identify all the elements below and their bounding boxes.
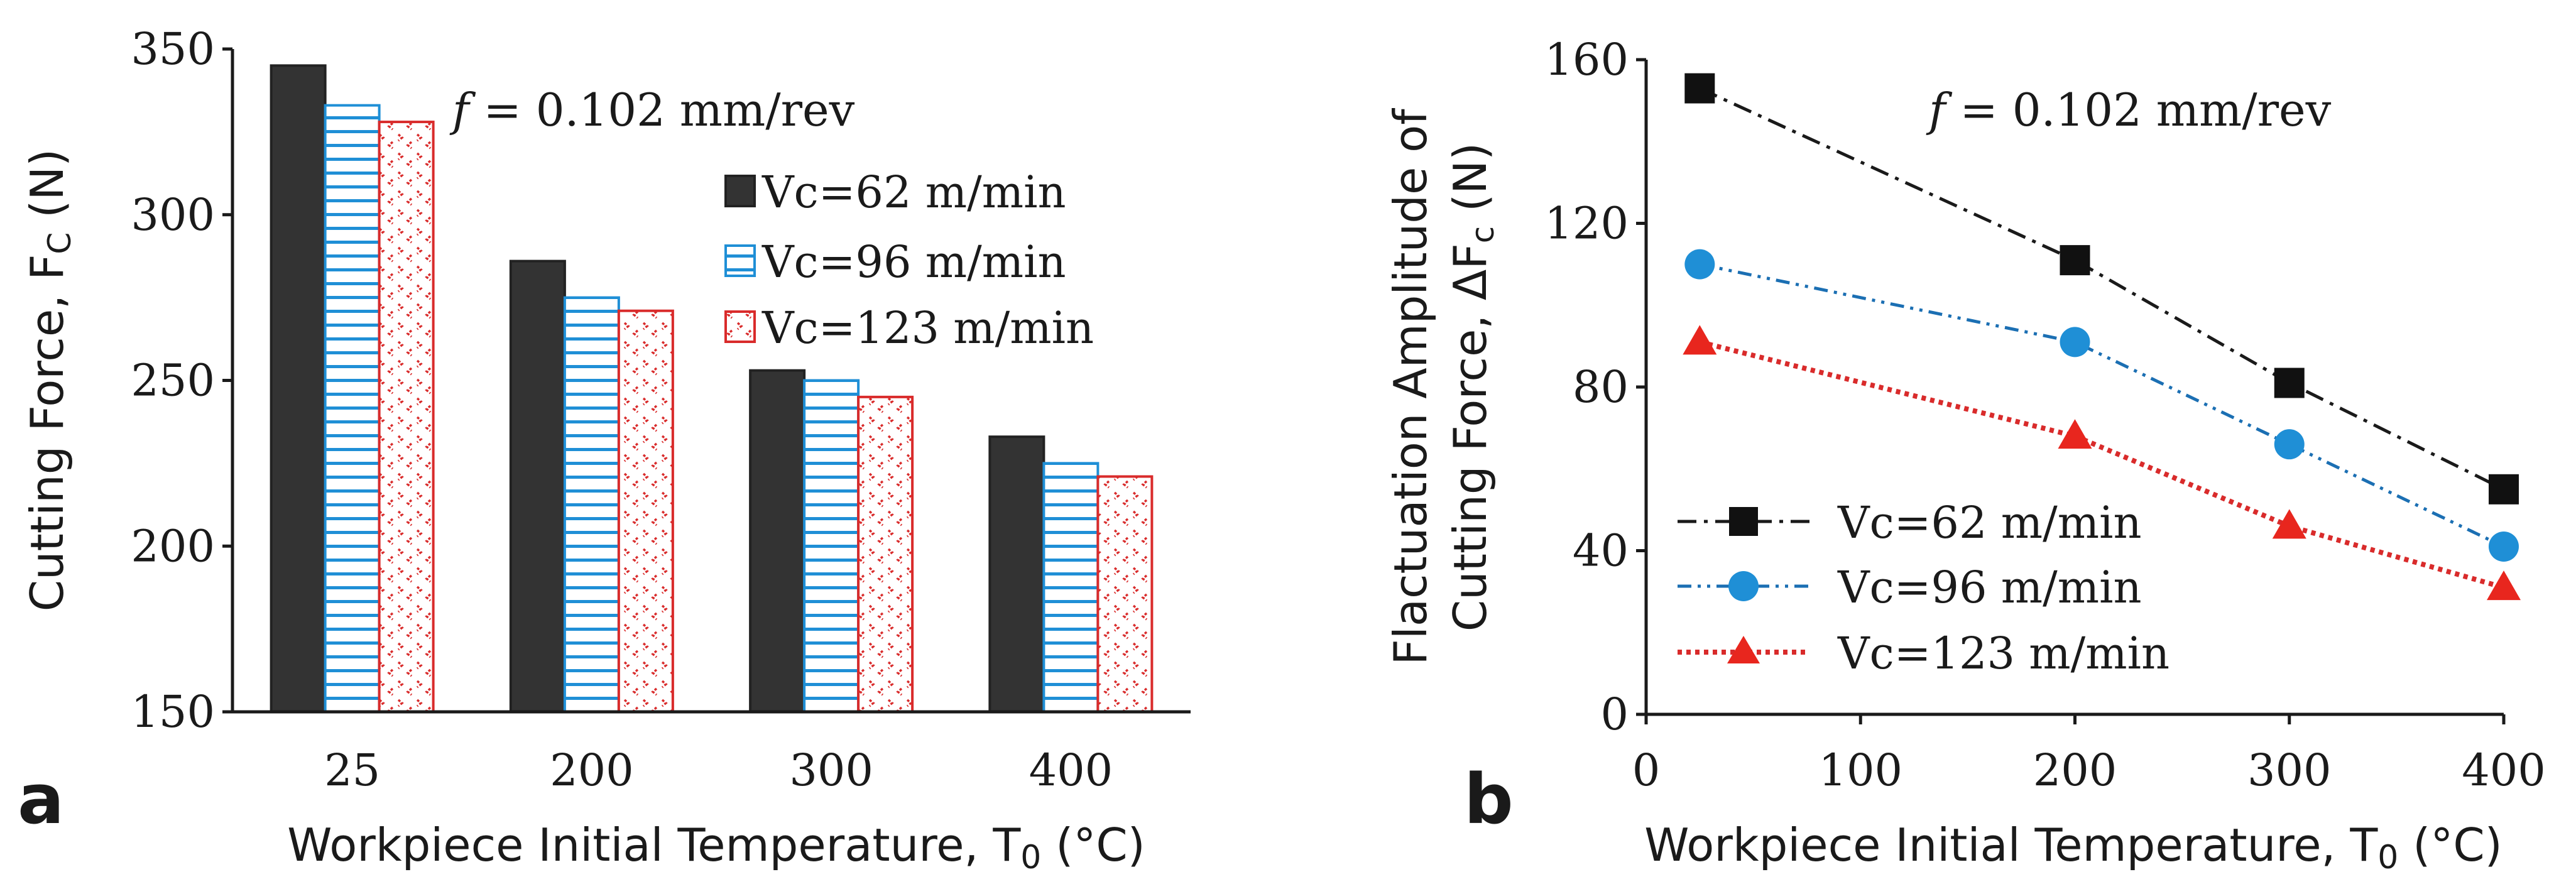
chart-b-y-axis-label-line2: Cutting Force, ΔFc (N) [1444, 143, 1501, 631]
chart-a-ylabel-text: Cutting Force, F [21, 254, 74, 612]
legend-b-triangle-icon [1727, 636, 1760, 663]
chart-b-x-tick-label: 200 [2033, 744, 2117, 796]
legend-a-item-vc62: Vc=62 m/min [724, 166, 1066, 218]
legend-a-swatch-vc62 [724, 175, 756, 207]
legend-a-label-vc123: Vc=123 m/min [761, 302, 1094, 354]
chart-b-xlabel-sub: 0 [2377, 839, 2398, 876]
chart-a-xlabel-text: Workpiece Initial Temperature, T [287, 819, 1021, 871]
bar-vc123-25 [378, 121, 435, 714]
legend-b-circle-icon [1728, 571, 1759, 601]
legend-a-swatch-vc96 [724, 244, 756, 277]
bar-vc96-200 [563, 296, 620, 713]
legend-a-swatch-vc123 [724, 310, 756, 343]
chart-a-x-tick-label: 400 [1029, 744, 1113, 796]
bar-vc96-25 [324, 104, 381, 714]
point-vc123-200 [2058, 419, 2092, 449]
chart-a-x-tick-label: 200 [550, 744, 634, 796]
chart-a-bars [270, 64, 1154, 714]
legend-b-item-vc123: Vc=123 m/min [1678, 628, 2169, 679]
line-vc123 [1699, 339, 2505, 590]
chart-b-xlabel-text: Workpiece Initial Temperature, T [1644, 819, 2378, 871]
panel-label-b: b [1464, 759, 1514, 839]
legend-b-label-vc96: Vc=96 m/min [1837, 562, 2142, 613]
panel-label-a: a [18, 759, 64, 839]
point-vc62-400 [2489, 474, 2519, 504]
point-vc123-300 [2272, 509, 2306, 539]
bar-vc123-200 [617, 309, 674, 714]
point-vc62-300 [2274, 368, 2305, 398]
chart-a-y-tick-label: 300 [131, 189, 215, 241]
chart-a-x-tick-label: 25 [324, 744, 380, 796]
legend-a-label-vc62: Vc=62 m/min [761, 166, 1066, 218]
chart-b-annotation: f = 0.102 mm/rev [1926, 84, 2332, 136]
chart-b-x-tick-label: 400 [2462, 744, 2546, 796]
legend-b-square-icon [1729, 507, 1758, 536]
chart-b-series [1683, 73, 2521, 601]
legend-b-item-vc62: Vc=62 m/min [1678, 497, 2142, 548]
bar-vc123-400 [1096, 475, 1154, 713]
chart-b-ylabel-text: Cutting Force, ΔF [1444, 243, 1497, 631]
point-vc96-400 [2489, 531, 2519, 562]
chart-a-y-axis-label: Cutting Force, FC (N) [21, 149, 78, 611]
chart-a: 150 200 250 300 350 25 200 300 400 Cutting Forc… [18, 23, 1191, 876]
point-vc96-300 [2274, 429, 2305, 460]
chart-a-xlabel-tail: (°C) [1041, 819, 1145, 871]
chart-a-annotation-text: = 0.102 mm/rev [469, 84, 855, 136]
bar-vc62-400 [988, 435, 1045, 713]
legend-b-label-vc123: Vc=123 m/min [1837, 628, 2169, 679]
chart-a-xlabel-sub: 0 [1020, 839, 1041, 876]
chart-b-y-tick-label: 120 [1544, 198, 1629, 249]
point-vc96-25 [1684, 249, 1715, 280]
chart-b-x-tick-label: 0 [1632, 744, 1661, 796]
legend-b-label-vc62: Vc=62 m/min [1837, 497, 2142, 548]
chart-b-y-tick-label: 160 [1544, 34, 1629, 85]
chart-b-y-tick-label: 0 [1600, 689, 1629, 740]
bar-vc96-400 [1042, 462, 1100, 713]
bar-vc96-300 [803, 379, 860, 713]
chart-a-y-tick-label: 200 [131, 520, 215, 572]
chart-b-y-ticks: 0 40 80 120 160 [1544, 34, 1646, 740]
chart-b-y-tick-label: 80 [1573, 361, 1629, 413]
bar-vc62-25 [270, 64, 327, 713]
chart-b-xlabel-tail: (°C) [2398, 819, 2502, 871]
chart-b-x-ticks: 0 100 200 300 400 [1632, 714, 2546, 796]
chart-b-x-axis-label: Workpiece Initial Temperature, T0 (°C) [1644, 819, 2502, 876]
point-vc62-25 [1684, 73, 1715, 104]
chart-a-x-axis-label: Workpiece Initial Temperature, T0 (°C) [287, 819, 1145, 876]
chart-a-y-tick-label: 250 [131, 355, 215, 406]
chart-a-y-ticks: 150 200 250 300 350 [131, 23, 232, 738]
line-vc62 [1699, 87, 2505, 491]
bar-vc62-200 [509, 259, 566, 714]
chart-b-y-axis-label-line1: Flactuation Amplitude of [1384, 108, 1437, 665]
legend-a-item-vc123: Vc=123 m/min [724, 302, 1094, 354]
point-vc62-200 [2060, 245, 2090, 276]
legend-a-item-vc96: Vc=96 m/min [724, 236, 1066, 288]
point-vc123-25 [1683, 325, 1717, 355]
chart-a-ylabel-sub: C [41, 232, 78, 254]
chart-b-y-tick-label: 40 [1573, 525, 1629, 577]
chart-b-ylabel-tail: (N) [1444, 143, 1497, 226]
chart-a-y-tick-label: 350 [131, 23, 215, 75]
chart-b-x-tick-label: 100 [1818, 744, 1902, 796]
point-vc96-200 [2060, 327, 2090, 357]
legend-a-label-vc96: Vc=96 m/min [761, 236, 1066, 288]
bar-vc123-300 [857, 395, 914, 713]
chart-a-annotation: f = 0.102 mm/rev [449, 84, 855, 136]
chart-a-ylabel-tail: (N) [21, 149, 74, 232]
chart-b: 0 40 80 120 160 0 100 200 300 400 Flactuation Am… [1384, 34, 2546, 876]
chart-b-legend: Vc=62 m/min Vc=96 m/min Vc=123 m/min [1678, 497, 2169, 679]
chart-b-annotation-text: = 0.102 mm/rev [1946, 84, 2332, 136]
chart-a-x-ticks: 25 200 300 400 [324, 744, 1113, 796]
bar-vc62-300 [749, 369, 806, 713]
legend-b-item-vc96: Vc=96 m/min [1678, 562, 2142, 613]
chart-b-ylabel-sub: c [1465, 226, 1501, 244]
chart-a-x-tick-label: 300 [789, 744, 873, 796]
point-vc123-400 [2487, 570, 2521, 601]
chart-a-y-tick-label: 150 [131, 686, 215, 738]
chart-a-legend: Vc=62 m/min Vc=96 m/min Vc=123 m/min [724, 166, 1094, 354]
chart-b-x-tick-label: 300 [2247, 744, 2332, 796]
